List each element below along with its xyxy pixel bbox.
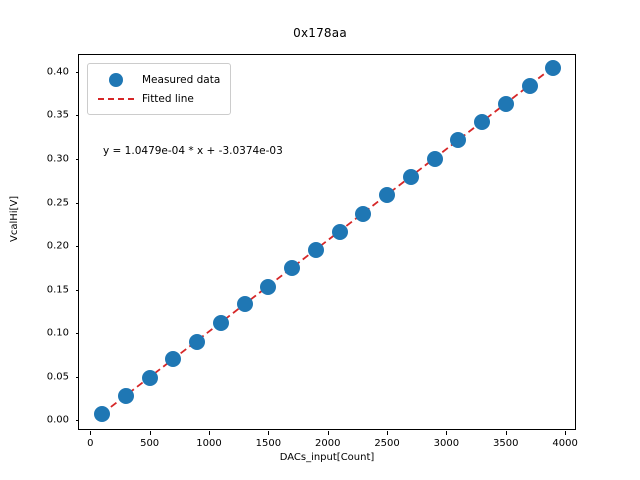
data-point [212, 315, 229, 332]
x-tick-label: 2500 [374, 438, 400, 449]
data-point [307, 241, 324, 258]
x-tick-label: 500 [140, 438, 160, 449]
data-point [331, 223, 348, 240]
data-point [236, 296, 253, 313]
x-tick-label: 4000 [552, 438, 578, 449]
data-point [165, 351, 182, 368]
data-point [450, 132, 467, 149]
y-tick-label: 0.10 [46, 327, 69, 339]
x-tick-label: 0 [87, 438, 94, 449]
y-tick [75, 246, 79, 248]
x-tick-label: 2000 [314, 438, 341, 449]
data-point [189, 333, 206, 350]
x-tick-label: 3000 [433, 438, 460, 449]
plot-axes: y = 1.0479e-04 * x + -3.0374e-03 Measure… [47, 54, 578, 449]
data-point [497, 95, 514, 112]
x-tick-label: 3500 [493, 438, 519, 449]
y-tick [75, 289, 79, 291]
data-point [474, 113, 491, 130]
data-point [402, 168, 419, 185]
circle-marker-icon [96, 72, 136, 87]
legend-label-fitted-line: Fitted line [142, 92, 194, 105]
x-tick-label: 1500 [255, 438, 282, 449]
y-tick [75, 71, 79, 73]
y-tick-label: 0.40 [46, 66, 69, 78]
x-tick-label: 1000 [196, 438, 222, 449]
y-tick-label: 0.30 [46, 153, 69, 165]
x-axis-label: DACs_input[Count] [279, 452, 375, 463]
data-point [284, 260, 301, 277]
data-point [355, 205, 372, 222]
x-tick [149, 431, 151, 435]
x-tick [446, 431, 448, 435]
x-tick [90, 431, 92, 435]
data-point [379, 187, 396, 204]
data-point [94, 405, 111, 422]
dashed-line-marker-icon [96, 97, 136, 100]
y-tick [75, 420, 79, 422]
x-tick [327, 431, 329, 435]
legend-item-measured-data: Measured data [96, 70, 220, 89]
data-point [521, 77, 538, 94]
y-tick [75, 376, 79, 378]
x-tick [505, 431, 507, 435]
y-tick-label: 0.35 [46, 109, 69, 121]
data-point [545, 59, 562, 76]
data-point [117, 387, 134, 404]
x-tick [565, 431, 567, 435]
y-tick [75, 333, 79, 335]
y-tick-label: 0.15 [46, 284, 69, 296]
x-tick [387, 431, 389, 435]
y-axis-label: VcalHi[V] [9, 195, 20, 242]
y-tick [75, 115, 79, 117]
legend-item-fitted-line: Fitted line [96, 89, 220, 108]
y-tick-label: 0.00 [46, 414, 69, 426]
plot-inner-region: y = 1.0479e-04 * x + -3.0374e-03 Measure… [79, 55, 575, 429]
chart-legend: Measured data Fitted line [87, 63, 232, 115]
data-point [426, 150, 443, 167]
chart-title: 0x178aa [293, 26, 347, 40]
x-tick [208, 431, 210, 435]
data-point [141, 369, 158, 386]
data-point [260, 278, 277, 295]
y-tick [75, 202, 79, 204]
y-tick [75, 159, 79, 160]
y-tick-label: 0.20 [46, 240, 69, 252]
y-tick-label: 0.25 [46, 197, 69, 209]
fit-equation-annotation: y = 1.0479e-04 * x + -3.0374e-03 [103, 145, 283, 157]
y-tick-label: 0.05 [46, 371, 69, 383]
legend-label-measured-data: Measured data [142, 73, 221, 86]
x-tick [268, 431, 270, 435]
